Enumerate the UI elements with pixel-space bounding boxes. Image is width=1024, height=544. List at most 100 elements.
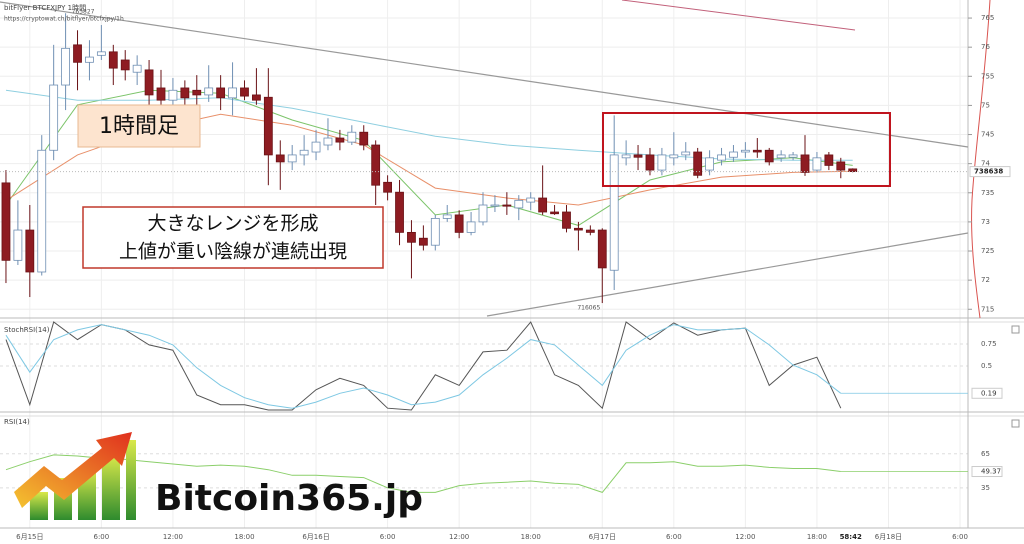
- chart-title: bitFlyer BTCFXJPY 1時間: [4, 4, 86, 12]
- x-tick-label: 12:00: [163, 533, 183, 541]
- candle-body: [49, 84, 59, 151]
- candle-body: [335, 137, 345, 143]
- trend-line: [486, 232, 969, 317]
- candle-body: [240, 87, 249, 97]
- candle-body: [693, 151, 703, 176]
- countdown: 58:42: [840, 533, 862, 541]
- x-tick-label: 6:00: [952, 533, 968, 541]
- candle-body: [562, 211, 571, 229]
- candle-body: [490, 204, 500, 207]
- candle-body: [669, 154, 679, 159]
- x-tick-label: 6:00: [94, 533, 110, 541]
- candle-body: [144, 69, 154, 96]
- candle-body: [132, 64, 142, 73]
- plot: 6月15日 6:00 12:00 18:00 6月16日 6:00 12:00 18:00 6月…: [0, 4, 1011, 541]
- candle-body: [347, 131, 357, 143]
- y-tick-label: 0.75: [981, 340, 997, 348]
- candle-body: [96, 51, 106, 56]
- logo-text: Bitcoin365.jp: [155, 478, 423, 519]
- candle-body: [85, 56, 94, 63]
- candle-body: [371, 144, 381, 186]
- y-tick-label: 0.5: [981, 362, 992, 370]
- y-tick-label: 76: [981, 43, 990, 51]
- candle-body: [526, 197, 536, 203]
- candle-body: [228, 87, 237, 99]
- x-tick-label: 6:00: [380, 533, 396, 541]
- x-tick-label: 18:00: [521, 533, 541, 541]
- line: [5, 454, 841, 493]
- high-label: 765827: [72, 9, 95, 16]
- candle-body: [359, 131, 369, 146]
- x-tick-label: 12:00: [735, 533, 755, 541]
- candle-body: [621, 154, 631, 159]
- line: [5, 321, 842, 411]
- y-tick-label: 75: [981, 101, 990, 109]
- candle-body: [550, 211, 559, 215]
- range-box: [602, 112, 891, 187]
- candle-body: [1, 182, 11, 261]
- candle-body: [204, 87, 214, 96]
- x-tick-label: 12:00: [449, 533, 469, 541]
- close-icon[interactable]: [1011, 325, 1020, 334]
- candle-body: [192, 89, 202, 96]
- close-icon[interactable]: [1011, 419, 1020, 428]
- candle-body: [538, 197, 548, 213]
- y-tick-label: 725: [981, 247, 994, 255]
- candle-body: [454, 214, 464, 233]
- candle-body: [729, 151, 738, 158]
- value-label: 0.19: [981, 389, 997, 397]
- x-tick-label: 6月15日: [16, 533, 43, 541]
- candle-body: [299, 149, 309, 156]
- candle-body: [323, 137, 333, 146]
- x-tick-label: 6月18日: [875, 533, 902, 541]
- candle-body: [180, 87, 190, 99]
- profile-line: [971, 0, 991, 319]
- candle-body: [836, 161, 846, 171]
- candle-body: [216, 87, 226, 99]
- candle-body: [168, 89, 178, 101]
- candle-body: [574, 227, 583, 231]
- candle-body: [705, 157, 715, 171]
- candle-body: [717, 154, 726, 161]
- y-tick-label: 745: [981, 131, 994, 139]
- candle-body: [478, 204, 488, 223]
- candle-body: [788, 154, 798, 158]
- candle-body: [752, 149, 762, 153]
- y-tick-label: 715: [981, 305, 994, 313]
- y-tick-label: 65: [981, 450, 990, 458]
- annotation-box: [77, 104, 201, 148]
- value-label-bg: [971, 466, 1003, 478]
- line: [5, 324, 842, 409]
- pane-title: RSI(14): [4, 418, 30, 426]
- candle-body: [442, 214, 452, 219]
- candle-body: [585, 229, 595, 233]
- x-tick-label: 6月17日: [589, 533, 616, 541]
- candle-body: [800, 154, 810, 173]
- price-label-bg: [969, 166, 1011, 178]
- x-tick-label: 18:00: [807, 533, 827, 541]
- y-tick-label: 73: [981, 218, 990, 226]
- candle-body: [25, 229, 35, 273]
- candle-body: [120, 59, 130, 71]
- candle-body: [764, 149, 774, 163]
- candle-body: [37, 149, 47, 273]
- candle-body: [156, 87, 166, 101]
- value-label: 49.37: [981, 468, 1001, 476]
- candle-body: [407, 231, 416, 243]
- annotation: 1時間足: [99, 114, 179, 139]
- candle-body: [13, 229, 23, 261]
- price-label: 738638: [974, 168, 1003, 176]
- y-tick-label: 35: [981, 484, 990, 492]
- candle-body: [633, 154, 643, 158]
- logo-icon: [14, 432, 136, 520]
- candle-body: [311, 141, 321, 153]
- chart-subtitle: https://cryptowat.ch/bitflyer/btcfxjpy/1…: [4, 16, 124, 23]
- x-tick-label: 6月16日: [302, 533, 329, 541]
- candle-body: [108, 51, 118, 69]
- candle-body: [430, 218, 440, 246]
- candle-body: [61, 47, 70, 86]
- candle-body: [609, 154, 619, 271]
- candle-body: [263, 96, 273, 156]
- candle-body: [776, 154, 786, 159]
